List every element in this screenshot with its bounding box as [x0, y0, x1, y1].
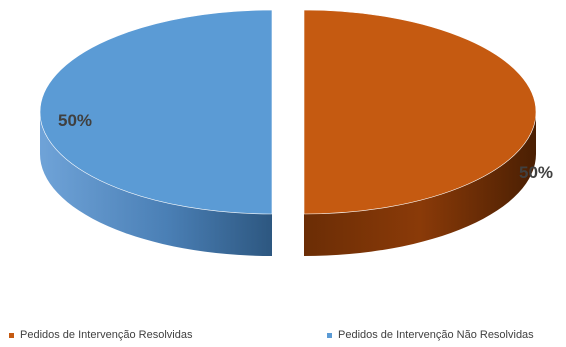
pie-chart-svg: 50% 50% [39, 9, 553, 256]
legend-item-resolvidas: Pedidos de Intervenção Resolvidas [9, 329, 192, 341]
pie-slice-resolvidas-side [304, 112, 536, 256]
pie-slice-resolvidas [303, 9, 537, 215]
data-label-slice-2: 50% [58, 111, 92, 130]
data-label-slice-1: 50% [519, 163, 553, 182]
legend-item-nao-resolvidas: Pedidos de Intervenção Não Resolvidas [327, 329, 534, 341]
pie-slice-nao-resolvidas-side [40, 112, 272, 256]
legend-swatch-blue [327, 332, 332, 338]
legend-label-resolvidas: Pedidos de Intervenção Resolvidas [20, 329, 193, 341]
pie-slice-nao-resolvidas [39, 9, 273, 215]
legend-swatch-orange [9, 332, 14, 338]
legend: Pedidos de Intervenção Resolvidas Pedido… [0, 329, 566, 345]
pie-chart: 50% 50% [39, 9, 553, 256]
legend-label-nao-resolvidas: Pedidos de Intervenção Não Resolvidas [338, 329, 534, 341]
